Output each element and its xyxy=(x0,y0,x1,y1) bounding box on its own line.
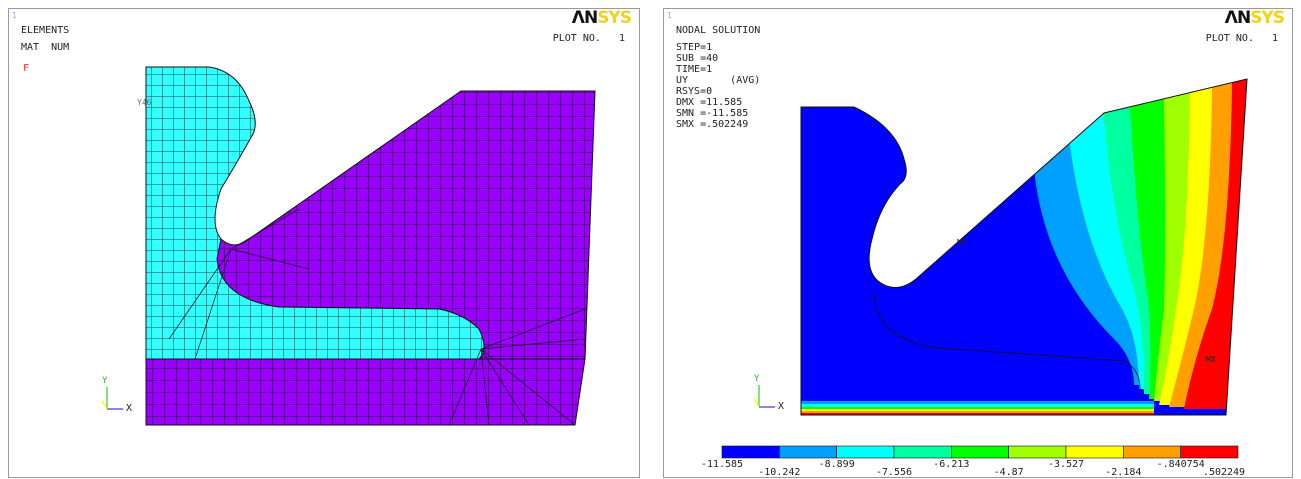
nodal-solution-plot-window: 1 ΛNSYS PLOT NO. 1 NODAL SOLUTION STEP=1… xyxy=(663,8,1293,478)
ansys-logo-part2: SYS xyxy=(1250,8,1285,28)
window-number: 1 xyxy=(667,11,672,20)
colorbar-label: -11.585 xyxy=(700,459,744,470)
mesh-plot xyxy=(101,66,596,426)
ansys-logo: ΛNSYS xyxy=(1224,8,1285,28)
colorbar-band xyxy=(1123,445,1181,459)
min-marker: MN xyxy=(957,238,967,247)
colorbar-label: .502249 xyxy=(1202,467,1246,478)
colorbar-band xyxy=(1065,445,1124,459)
axis-triad xyxy=(753,385,775,408)
plot-number: PLOT NO. 1 xyxy=(1205,33,1278,44)
colorbar-label: -10.242 xyxy=(758,467,801,478)
ansys-logo-part1: ΛN xyxy=(1224,8,1251,28)
info-line: SUB =40 xyxy=(676,53,719,64)
colorbar-label: -4.87 xyxy=(993,467,1024,478)
colorbar-label: -3.527 xyxy=(1047,459,1085,470)
colorbar-label: -6.213 xyxy=(933,459,970,470)
colorbar-band xyxy=(779,445,837,459)
info-line: ELEMENTS xyxy=(21,25,70,36)
elements-plot-window: 1 ΛNSYS PLOT NO. 1 ELEMENTS MAT NUM F xyxy=(8,8,640,478)
contour-plot xyxy=(721,78,1248,459)
force-marker: F xyxy=(23,63,30,74)
ansys-logo-part1: ΛN xyxy=(571,8,598,28)
info-line: RSYS=0 xyxy=(676,86,713,97)
colorbar-label: -2.184 xyxy=(1105,467,1142,478)
ansys-logo: ΛNSYS xyxy=(571,8,632,28)
max-marker: MX xyxy=(1206,355,1216,364)
triad-x-label: X xyxy=(126,403,133,414)
colorbar-band xyxy=(951,445,1009,459)
triad-y-label: Y xyxy=(102,376,108,386)
ansys-logo-part2: SYS xyxy=(597,8,632,28)
info-line: SMX =.502249 xyxy=(676,119,749,130)
info-line: DMX =11.585 xyxy=(676,97,743,108)
colorbar-band xyxy=(893,445,952,459)
colorbar-label: -7.556 xyxy=(875,467,913,478)
colorbar-band xyxy=(721,445,780,459)
mesh-region-material1 xyxy=(145,66,485,360)
info-line: UY (AVG) xyxy=(676,75,761,86)
colorbar-label: -.840754 xyxy=(1156,459,1205,470)
triad-x-label: X xyxy=(778,401,785,412)
colorbar-band xyxy=(836,445,895,459)
colorbar-label: -8.899 xyxy=(818,459,855,470)
info-line: STEP=1 xyxy=(676,42,713,53)
triad-y-label: Y xyxy=(754,374,760,384)
info-line: SMN =-11.585 xyxy=(676,108,749,119)
axis-triad xyxy=(101,387,123,410)
plot-number: PLOT NO. 1 xyxy=(552,33,625,44)
info-line: MAT NUM xyxy=(21,42,70,53)
info-line: NODAL SOLUTION xyxy=(676,25,761,36)
mesh-region-material2-bottom xyxy=(145,358,586,426)
window-number: 1 xyxy=(12,11,17,20)
node-label: Y46 xyxy=(137,98,152,107)
contour-legend-colorbar xyxy=(721,445,1239,459)
colorbar-band xyxy=(1180,445,1239,459)
info-line: TIME=1 xyxy=(676,64,713,75)
colorbar-band xyxy=(1008,445,1067,459)
